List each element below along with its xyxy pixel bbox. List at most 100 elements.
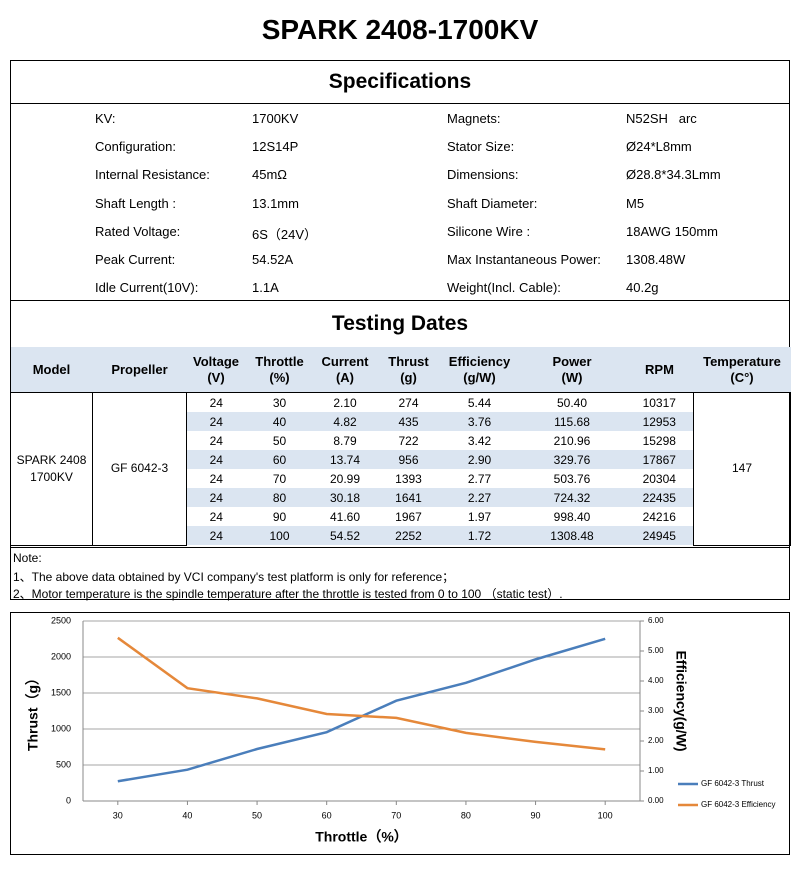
spec-value: 13.1mm bbox=[252, 195, 299, 211]
spec-label: Max Instantaneous Power: bbox=[447, 252, 601, 267]
x-tick-label: 90 bbox=[531, 810, 541, 820]
x-tick-label: 60 bbox=[322, 810, 332, 820]
table-cell: 13.74 bbox=[313, 450, 377, 469]
table-cell: 24 bbox=[209, 471, 223, 486]
spec-label: Rated Voltage: bbox=[95, 223, 181, 239]
table-cell: 4.82 bbox=[313, 412, 377, 431]
y-tick-label: 2500 bbox=[51, 615, 71, 625]
y2-tick-label: 6.00 bbox=[648, 616, 664, 625]
table-cell: 1308.48 bbox=[518, 526, 626, 545]
x-axis-label: Throttle（%） bbox=[315, 829, 408, 845]
table-row: 24 100 54.52 2252 1.72 1308.48 24945 bbox=[11, 526, 791, 545]
column-header: Propeller bbox=[92, 347, 187, 393]
spec-value: Ø28.8*34.3Lmm bbox=[626, 167, 721, 183]
note-line: 1、The above data obtained by VCI company… bbox=[13, 570, 455, 584]
separator bbox=[10, 547, 790, 548]
chart-border bbox=[10, 612, 790, 855]
table-cell: 100 bbox=[245, 526, 314, 545]
y-tick-label: 1000 bbox=[51, 723, 71, 733]
spec-label: Shaft Length : bbox=[95, 195, 176, 211]
y-tick-label: 1500 bbox=[51, 687, 71, 697]
y2-tick-label: 3.00 bbox=[648, 706, 664, 715]
spec-value: 12S14P bbox=[252, 139, 299, 155]
section-title: Specifications bbox=[328, 70, 472, 93]
table-cell: 503.76 bbox=[553, 471, 591, 486]
column-header: Voltage (V) bbox=[186, 347, 246, 393]
column-header: Model bbox=[10, 347, 93, 393]
table-cell: 24216 bbox=[642, 509, 676, 524]
table-cell: 70 bbox=[272, 471, 287, 486]
table-cell: 1641 bbox=[376, 488, 441, 507]
y2-tick-label: 4.00 bbox=[648, 676, 664, 685]
page-title: SPARK 2408-1700KV bbox=[261, 14, 539, 45]
table-cell: 8.79 bbox=[333, 433, 357, 448]
table-row: 24 90 41.60 1967 1.97 998.40 24216 bbox=[11, 507, 791, 526]
table-cell: 724.32 bbox=[518, 488, 626, 507]
spec-label: Weight(Incl. Cable): bbox=[447, 280, 561, 296]
table-cell: 2.27 bbox=[440, 488, 519, 507]
table-cell: 22435 bbox=[625, 488, 694, 507]
separator bbox=[10, 103, 790, 104]
spec-value: N52SH arc bbox=[626, 111, 697, 126]
table-cell: 24 bbox=[186, 488, 246, 507]
table-cell: 17867 bbox=[625, 450, 694, 469]
spec-box bbox=[10, 60, 790, 600]
separator bbox=[10, 300, 790, 301]
spec-value: Ø24*L8mm bbox=[626, 139, 692, 155]
y-tick-label: 0 bbox=[66, 795, 71, 805]
y2-tick-label: 2.00 bbox=[648, 736, 664, 745]
table-cell: 435 bbox=[376, 412, 441, 431]
spec-label: Stator Size: bbox=[447, 139, 515, 155]
y-axis-label: Thrust（g） bbox=[25, 671, 41, 751]
table-cell: 41.60 bbox=[329, 509, 361, 524]
temperature-cell: 147 bbox=[693, 392, 791, 546]
table-cell: 12953 bbox=[625, 412, 694, 431]
x-tick-label: 100 bbox=[598, 810, 613, 820]
data-line bbox=[117, 637, 606, 783]
spec-value: 40.2g bbox=[626, 280, 659, 296]
table-row: SPARK 2408 1700KV GF 6042-3 24 30 2.10 274 5.4… bbox=[10, 392, 791, 546]
table-cell: 1.97 bbox=[467, 509, 492, 524]
table-cell: 2252 bbox=[376, 526, 441, 545]
table-cell: 20.99 bbox=[329, 471, 361, 486]
table-cell: 722 bbox=[398, 433, 419, 448]
table-row: 24 50 8.79 722 3.42 210.96 15298 bbox=[11, 431, 791, 450]
table-cell: 24 bbox=[186, 450, 246, 469]
chart: 0 500 1000 1500 2000 2500 0.00 1.00 2.00 3.00 4.00… bbox=[10, 612, 790, 855]
y2-tick-label: 1.00 bbox=[648, 766, 664, 775]
x-tick-label: 70 bbox=[391, 810, 401, 820]
x-tick-label: 80 bbox=[461, 810, 471, 820]
table-cell: 30.18 bbox=[313, 488, 377, 507]
table-cell: 10317 bbox=[642, 395, 676, 410]
table-cell: 90 bbox=[272, 509, 287, 524]
data-line bbox=[117, 636, 606, 751]
spec-label: Idle Current(10V): bbox=[95, 280, 199, 296]
column-header: RPM bbox=[625, 347, 694, 393]
table-cell: 24 bbox=[209, 433, 223, 448]
table-cell: 54.52 bbox=[313, 526, 377, 545]
table-cell: 2.10 bbox=[333, 395, 357, 410]
table-cell: 2.90 bbox=[440, 450, 519, 469]
y2-tick-label: 5.00 bbox=[648, 646, 664, 655]
y2-tick-label: 0.00 bbox=[648, 796, 664, 805]
table-cell: 60 bbox=[245, 450, 314, 469]
table-cell: 50 bbox=[272, 433, 287, 448]
note-line: 2、Motor temperature is the spindle tempe… bbox=[13, 587, 563, 601]
note-label: Note: bbox=[13, 551, 42, 565]
legend-label: GF 6042-3 Thrust bbox=[701, 779, 765, 788]
table-cell: 1393 bbox=[395, 471, 422, 486]
table-cell: 24945 bbox=[625, 526, 694, 545]
model-cell: SPARK 2408 1700KV bbox=[10, 392, 93, 546]
table-cell: 329.76 bbox=[518, 450, 626, 469]
spec-label: Shaft Diameter: bbox=[447, 195, 538, 211]
spec-value: 1700KV bbox=[252, 111, 299, 126]
propeller-cell: GF 6042-3 bbox=[92, 392, 187, 546]
column-header: Current (A) bbox=[313, 347, 377, 393]
table-cell: 5.44 bbox=[467, 395, 492, 410]
spec-label: Dimensions: bbox=[447, 167, 519, 183]
y-tick-label: 500 bbox=[56, 759, 71, 769]
spec-label: Configuration: bbox=[95, 139, 176, 155]
spec-label: KV: bbox=[95, 111, 116, 126]
table-cell: 3.76 bbox=[440, 412, 519, 431]
